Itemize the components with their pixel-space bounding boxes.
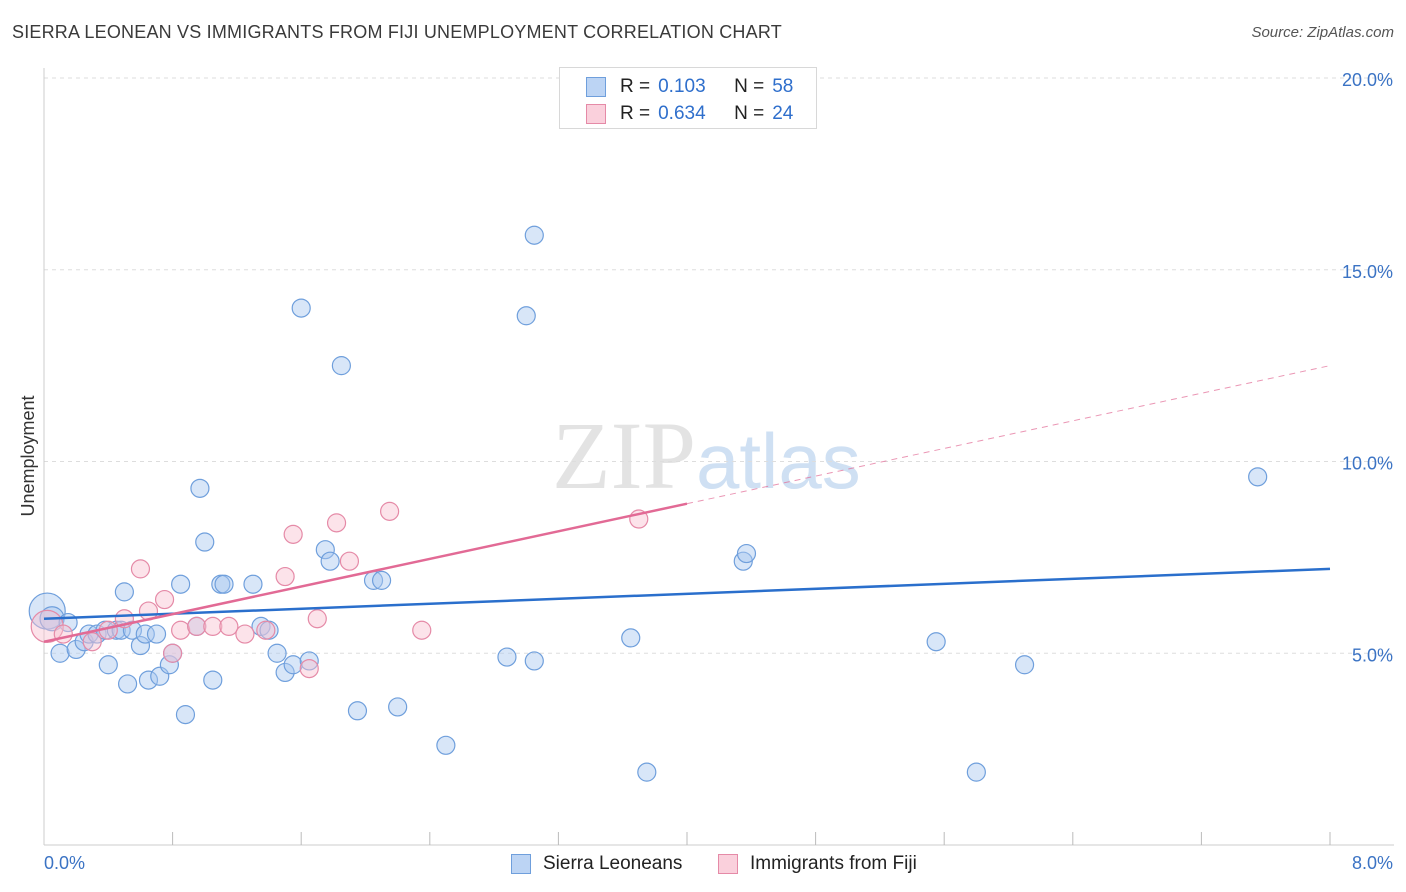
y-axis-title: Unemployment bbox=[18, 395, 38, 516]
bottom-legend-label: Immigrants from Fiji bbox=[750, 853, 917, 874]
y-tick-label: 15.0% bbox=[1342, 262, 1393, 282]
sierra-leonean-point bbox=[114, 582, 134, 602]
sierra-leonean-point bbox=[135, 624, 155, 644]
fiji-point bbox=[299, 658, 319, 679]
legend-n-value: 24 bbox=[772, 103, 794, 124]
fiji-trendline-extension bbox=[686, 365, 1331, 505]
fiji-point bbox=[307, 609, 327, 629]
legend-swatch-blue bbox=[586, 77, 606, 97]
sierra-leonean-point bbox=[50, 643, 70, 663]
sierra-leonean-point bbox=[98, 655, 118, 675]
sierra-leonean-point bbox=[195, 532, 215, 552]
sierra-leonean-point bbox=[159, 655, 179, 675]
bottom-legend-fiji: Immigrants from Fiji bbox=[718, 852, 917, 876]
fiji-point bbox=[163, 643, 183, 663]
sierra-leonean-point bbox=[497, 647, 517, 667]
sierra-leonean-point bbox=[291, 298, 311, 318]
legend-row-fiji: R = 0.634 N = 24 bbox=[586, 102, 793, 126]
sierra-leonean-point bbox=[926, 632, 946, 652]
sierra-leonean-point bbox=[130, 635, 151, 656]
sierra-leonean-point bbox=[637, 762, 657, 782]
fiji-point bbox=[187, 616, 207, 637]
fiji-point bbox=[203, 616, 223, 637]
sierra-leonean-point bbox=[524, 225, 544, 245]
sierra-leonean-point bbox=[214, 574, 234, 594]
sierra-leonean-point bbox=[436, 735, 456, 755]
legend-n-label: N = bbox=[734, 76, 765, 97]
bottom-legend-sierra-leoneans: Sierra Leoneans bbox=[511, 852, 682, 876]
sierra-leonean-point bbox=[315, 540, 335, 560]
sierra-leonean-point bbox=[171, 574, 191, 594]
sierra-leonean-point bbox=[733, 551, 753, 571]
sierra-leonean-point bbox=[388, 697, 408, 717]
watermark-zip: ZIP bbox=[552, 402, 696, 509]
sierra-leonean-point bbox=[621, 628, 641, 648]
bottom-legend-swatch-blue bbox=[511, 854, 531, 874]
source-label: Source: ZipAtlas.com bbox=[1251, 24, 1394, 41]
sierra-leonean-point bbox=[736, 543, 757, 564]
sierra-leonean-point bbox=[66, 639, 86, 660]
fiji-point bbox=[154, 589, 175, 610]
watermark: ZIPatlas bbox=[552, 400, 861, 511]
x-tick-label: 8.0% bbox=[1352, 853, 1393, 873]
bottom-legend-swatch-pink bbox=[718, 854, 738, 874]
fiji-point bbox=[82, 632, 102, 652]
x-tick-label: 0.0% bbox=[44, 853, 85, 873]
legend-r-label: R = bbox=[620, 76, 651, 97]
sierra-leonean-trendline bbox=[43, 567, 1331, 620]
y-tick-label: 10.0% bbox=[1342, 454, 1393, 474]
sierra-leonean-point bbox=[966, 762, 986, 782]
sierra-leonean-point bbox=[122, 620, 143, 640]
sierra-leonean-point bbox=[1248, 467, 1268, 487]
sierra-leonean-point bbox=[516, 306, 536, 326]
fiji-point bbox=[53, 624, 73, 644]
sierra-leonean-point bbox=[267, 643, 287, 663]
sierra-leonean-point bbox=[347, 701, 368, 721]
sierra-leonean-point bbox=[28, 592, 66, 630]
legend-r-value: 0.634 bbox=[658, 103, 706, 124]
sierra-leonean-point bbox=[283, 655, 303, 675]
fiji-point bbox=[275, 566, 295, 587]
legend-n-label: N = bbox=[734, 103, 765, 124]
sierra-leonean-point bbox=[299, 651, 319, 671]
watermark-atlas: atlas bbox=[696, 417, 861, 505]
sierra-leonean-point bbox=[190, 478, 210, 498]
correlation-legend: R = 0.103 N = 58 R = 0.634 N = 24 bbox=[559, 67, 817, 129]
sierra-leonean-point bbox=[203, 670, 223, 690]
sierra-leonean-point bbox=[117, 674, 138, 694]
fiji-point bbox=[130, 559, 151, 579]
y-tick-label: 5.0% bbox=[1352, 645, 1393, 665]
sierra-leonean-point bbox=[331, 356, 351, 376]
sierra-leonean-point bbox=[1014, 655, 1035, 675]
sierra-leonean-point bbox=[175, 705, 196, 725]
y-tick-label: 20.0% bbox=[1342, 70, 1393, 90]
fiji-point bbox=[380, 501, 400, 521]
chart-title: SIERRA LEONEAN VS IMMIGRANTS FROM FIJI U… bbox=[12, 22, 782, 42]
fiji-point bbox=[171, 620, 191, 640]
legend-swatch-pink bbox=[586, 104, 606, 124]
sierra-leonean-point bbox=[243, 574, 263, 594]
fiji-point bbox=[235, 624, 255, 644]
sierra-leonean-point bbox=[371, 570, 392, 590]
fiji-trendline bbox=[43, 502, 688, 643]
fiji-point bbox=[283, 524, 303, 544]
sierra-leonean-point bbox=[138, 670, 159, 690]
legend-n-value: 58 bbox=[772, 76, 794, 97]
fiji-point bbox=[256, 620, 276, 640]
sierra-leonean-point bbox=[524, 651, 544, 671]
fiji-point bbox=[339, 551, 360, 571]
bottom-legend-label: Sierra Leoneans bbox=[543, 853, 683, 874]
legend-r-value: 0.103 bbox=[658, 76, 706, 97]
fiji-point bbox=[219, 616, 239, 637]
fiji-point bbox=[326, 513, 347, 533]
fiji-point bbox=[412, 620, 432, 640]
sierra-leonean-point bbox=[320, 551, 340, 571]
sierra-leonean-point bbox=[146, 624, 167, 644]
legend-row-sierra-leoneans: R = 0.103 N = 58 bbox=[586, 75, 793, 99]
sierra-leonean-point bbox=[275, 662, 295, 683]
legend-r-label: R = bbox=[620, 103, 651, 124]
